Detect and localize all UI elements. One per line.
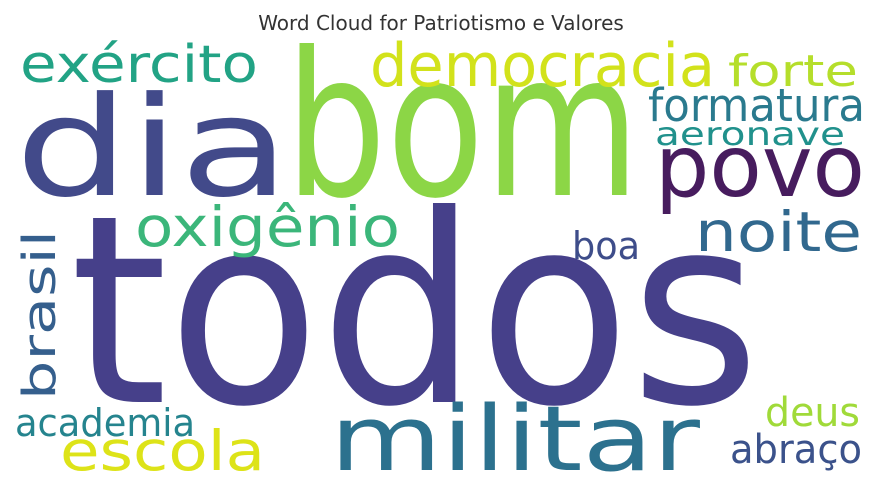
word: noite <box>695 200 862 264</box>
word: democracia <box>370 31 715 101</box>
word: deus <box>765 390 860 436</box>
word: oxigênio <box>135 195 400 259</box>
word: brasil <box>13 230 66 400</box>
word: academia <box>15 401 195 445</box>
word: bom <box>285 10 640 243</box>
word: todos <box>70 159 760 464</box>
word: abraço <box>730 427 862 473</box>
word: dia <box>15 67 290 228</box>
word: formatura <box>648 79 865 132</box>
chart-title: Word Cloud for Patriotismo e Valores <box>258 11 624 35</box>
word: povo <box>655 117 865 217</box>
word: aeronave <box>655 115 845 153</box>
word: boa <box>572 224 640 268</box>
word: escola <box>60 419 265 477</box>
word: exército <box>20 35 258 95</box>
word: militar <box>330 387 700 477</box>
word: forte <box>728 46 858 97</box>
